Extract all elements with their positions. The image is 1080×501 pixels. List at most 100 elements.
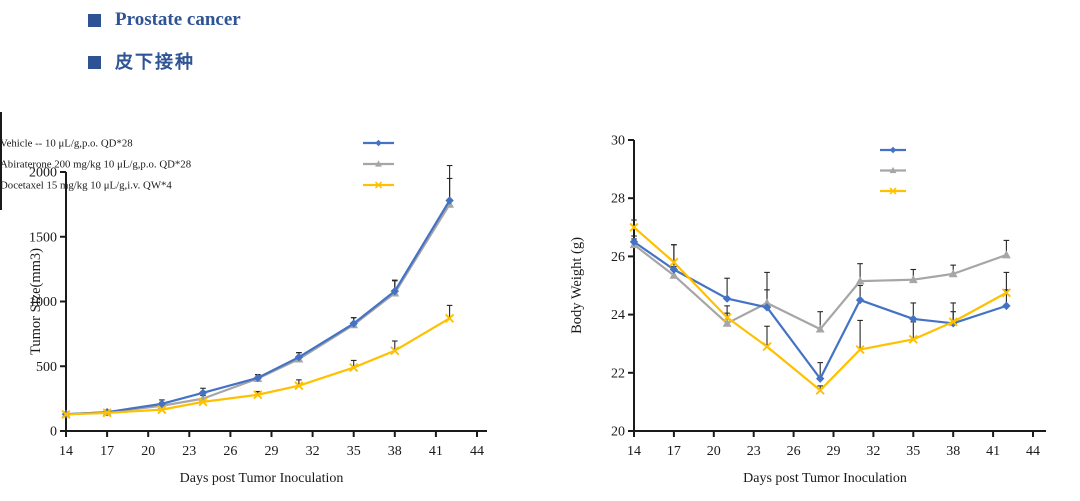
x-marker (294, 381, 304, 391)
bullet-square-icon (88, 56, 101, 70)
x-marker (762, 342, 772, 352)
axes: 0 500 1000 1500 2000 14 17 20 23 26 29 32 35 38 41 44 (29, 166, 487, 459)
triangle-marker (722, 318, 732, 327)
x-tick-label: 41 (986, 444, 1000, 459)
bullet-label-prostate-cancer: Prostate cancer (115, 9, 241, 30)
legend-label: Abiraterone 200 mg/kg 10 μL/g,p.o. QD*28 (0, 159, 191, 171)
x-tick-label: 14 (627, 444, 641, 459)
axes: 20 22 24 26 28 30 14 17 20 23 26 29 32 35 38 41 44 (611, 134, 1046, 459)
y-axis-title: Tumor Size(mm3) (28, 248, 44, 355)
x-marker (722, 312, 732, 323)
diamond-marker (390, 286, 399, 296)
x-marker (629, 222, 639, 232)
y-axis-title: Body Weight (g) (569, 237, 585, 334)
x-tick-label: 26 (223, 444, 237, 459)
x-marker (815, 385, 825, 395)
legend-label: Vehicle -- 10 μL/g,p.o. QD*28 (0, 138, 133, 150)
y-tick-label: 30 (611, 134, 625, 149)
bullet-item-inoculation: 皮下接种 (88, 51, 241, 73)
x-marker (253, 390, 263, 400)
x-marker (102, 408, 112, 418)
x-tick-label: 17 (100, 444, 114, 459)
x-tick-label: 23 (182, 444, 196, 459)
x-marker (157, 405, 167, 415)
x-tick-label: 29 (827, 444, 841, 459)
x-marker (908, 334, 918, 344)
y-tick-label: 24 (611, 308, 625, 323)
y-tick-label: 500 (36, 360, 57, 375)
triangle-marker (889, 166, 897, 174)
diamond-marker (855, 295, 865, 305)
x-tick-label: 35 (906, 444, 920, 459)
series-docetaxel (629, 222, 1011, 395)
x-axis-title: Days post Tumor Inoculation (743, 471, 907, 486)
x-marker (669, 257, 679, 267)
triangle-marker (1002, 250, 1011, 259)
x-marker (855, 344, 865, 355)
x-tick-label: 38 (946, 444, 960, 459)
x-marker (1001, 288, 1011, 298)
x-marker (390, 346, 400, 356)
x-tick-label: 32 (866, 444, 880, 459)
diamond-marker (253, 373, 262, 383)
x-marker (374, 181, 383, 189)
y-tick-label: 2000 (29, 166, 57, 181)
diamond-marker (157, 399, 167, 409)
diamond-marker (375, 139, 382, 147)
x-tick-label: 38 (388, 444, 402, 459)
legend: Vehicle -- 10 μL/g,p.o. QD*28 Abiraterone… (0, 138, 394, 192)
y-tick-label: 1000 (29, 295, 57, 310)
y-tick-label: 28 (611, 192, 625, 207)
diamond-marker (629, 237, 639, 247)
y-tick-label: 0 (50, 425, 57, 440)
series-abiraterone (61, 199, 454, 418)
legend: Vehicle -- 10 μL/g,p.o. QD*28Abiraterone… (880, 146, 906, 195)
page-edge-line (0, 112, 2, 210)
triangle-marker (762, 298, 772, 307)
y-tick-label: 20 (611, 425, 625, 440)
x-marker (948, 317, 958, 327)
diamond-marker (722, 294, 732, 303)
diamond-marker (949, 319, 958, 328)
diamond-marker (349, 319, 358, 328)
tumor-size-chart: 0 500 1000 1500 2000 14 17 20 23 26 29 32 35 38 41 44 Da… (0, 138, 487, 486)
diamond-marker (816, 374, 825, 383)
x-tick-label: 17 (667, 444, 681, 459)
x-tick-label: 44 (470, 444, 484, 459)
x-axis-title: Days post Tumor Inoculation (180, 471, 344, 486)
diamond-marker (445, 196, 454, 205)
bullet-label-inoculation: 皮下接种 (115, 51, 195, 72)
x-marker (889, 187, 897, 195)
y-tick-label: 1500 (29, 230, 57, 245)
triangle-marker (855, 276, 865, 285)
header: Prostate cancer 皮下接种 (88, 9, 241, 95)
x-tick-label: 29 (265, 444, 279, 459)
legend-label: Docetaxel 15 mg/kg 10 μL/g,i.v. QW*4 (0, 180, 172, 192)
diamond-marker (1002, 301, 1011, 311)
x-tick-label: 44 (1026, 444, 1040, 459)
x-tick-label: 20 (707, 444, 721, 459)
diamond-marker (909, 314, 918, 324)
triangle-marker (948, 269, 958, 278)
y-tick-label: 22 (611, 366, 625, 381)
x-tick-label: 32 (306, 444, 320, 459)
triangle-marker (815, 324, 825, 333)
x-tick-label: 14 (59, 444, 73, 459)
x-marker (61, 409, 71, 419)
body-weight-chart: 20 22 24 26 28 30 14 17 20 23 26 29 32 35 38 41 44 Days p… (569, 134, 1046, 486)
diamond-marker (669, 265, 679, 274)
error-bars (631, 219, 1010, 391)
x-tick-label: 23 (747, 444, 761, 459)
diamond-marker (294, 352, 304, 362)
x-marker (349, 362, 359, 373)
bullet-item-prostate-cancer: Prostate cancer (88, 9, 241, 31)
diamond-marker (762, 303, 772, 312)
x-tick-label: 35 (347, 444, 361, 459)
x-tick-label: 41 (429, 444, 443, 459)
x-tick-label: 20 (141, 444, 155, 459)
x-tick-label: 26 (787, 444, 801, 459)
series-docetaxel (61, 313, 455, 419)
series-vehicle (61, 196, 454, 419)
y-tick-label: 26 (611, 250, 625, 265)
